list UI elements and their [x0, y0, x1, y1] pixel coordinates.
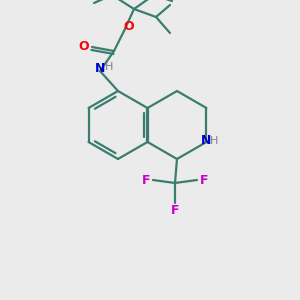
Text: F: F: [142, 173, 150, 187]
Text: N: N: [95, 62, 105, 76]
Text: N: N: [201, 134, 212, 148]
Text: F: F: [171, 205, 179, 218]
Text: H: H: [210, 136, 219, 146]
Text: F: F: [200, 173, 208, 187]
Text: O: O: [124, 20, 134, 32]
Text: O: O: [79, 40, 89, 53]
Text: H: H: [105, 62, 113, 72]
